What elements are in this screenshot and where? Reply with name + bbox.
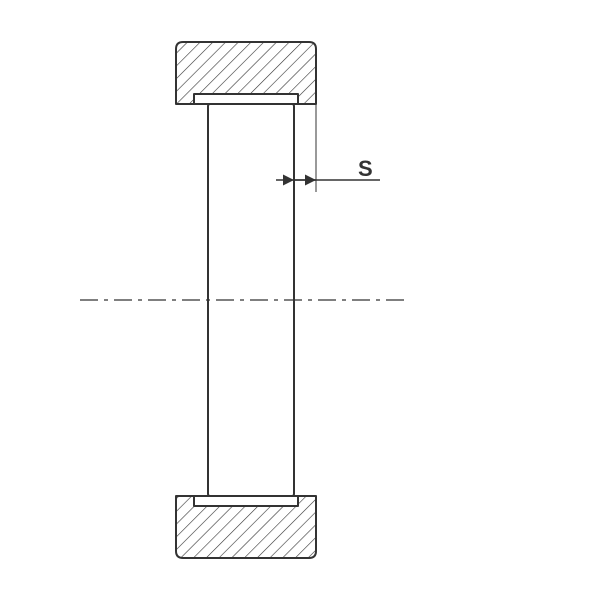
dimension-label: S: [358, 156, 373, 181]
bearing-diagram: S: [0, 0, 600, 600]
outer-ring-top: [176, 42, 316, 104]
outer-ring-bottom: [176, 496, 316, 558]
